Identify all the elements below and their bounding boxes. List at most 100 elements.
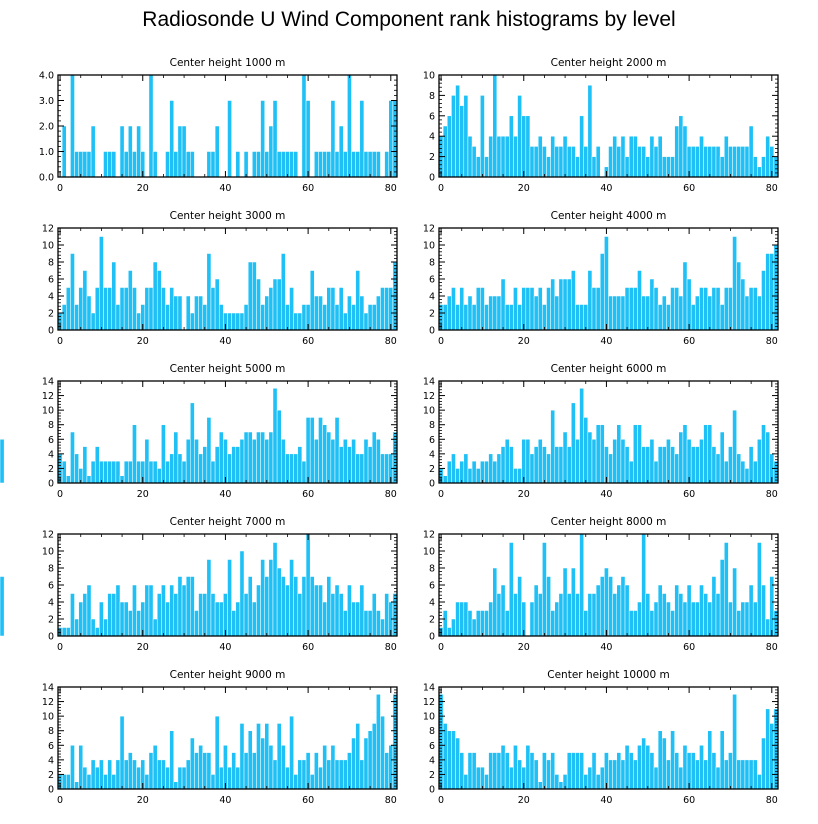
histogram-bar: [471, 304, 477, 331]
histogram-bar: [256, 431, 261, 484]
y-tick-label: 2: [429, 309, 435, 320]
y-tick-label: 10: [423, 712, 435, 723]
histogram-bar: [558, 593, 564, 637]
x-tick-label: 80: [385, 489, 397, 500]
histogram-bar: [74, 781, 79, 790]
histogram-bar: [297, 446, 303, 484]
y-tick-label: 8: [429, 564, 435, 575]
histogram-bar: [550, 610, 555, 637]
histogram-bar: [330, 593, 336, 637]
histogram-bar: [670, 610, 675, 637]
histogram-bar: [604, 236, 609, 331]
histogram-bar: [484, 460, 489, 484]
histogram-bar: [670, 730, 675, 790]
histogram-bar: [210, 460, 216, 484]
y-tick-label: 0.0: [39, 173, 54, 184]
histogram-bar: [74, 618, 79, 637]
histogram-bar: [769, 253, 775, 331]
y-tick-label: 2: [429, 152, 435, 163]
y-tick-label: 8: [429, 726, 435, 737]
histogram-bar: [645, 745, 651, 790]
histogram-bar: [529, 752, 535, 790]
histogram-bar: [447, 460, 452, 484]
x-tick-label: 80: [385, 336, 397, 347]
histogram-bar: [744, 146, 750, 178]
histogram-bar: [210, 287, 216, 331]
histogram-bar: [90, 125, 96, 178]
histogram-bar: [653, 601, 659, 637]
histogram-bar: [206, 752, 212, 790]
histogram-bar: [480, 766, 485, 790]
histogram-bar: [61, 627, 67, 637]
x-tick-label: 60: [302, 642, 314, 653]
histogram-bar: [657, 446, 663, 484]
histogram-bar: [612, 593, 618, 637]
histogram-bar: [264, 295, 270, 331]
histogram-bar: [599, 576, 605, 637]
histogram-bar: [376, 694, 381, 790]
histogram-bar: [305, 100, 311, 178]
y-tick-label: 12: [423, 530, 435, 541]
histogram-bar: [66, 774, 71, 790]
histogram-bar: [757, 295, 762, 331]
histogram-bar: [695, 146, 700, 178]
histogram-bar: [326, 287, 332, 331]
x-tick-label: 0: [57, 795, 63, 806]
histogram-bar: [202, 752, 208, 790]
histogram-bar: [128, 270, 133, 331]
histogram-bar: [736, 759, 742, 790]
histogram-bar: [546, 576, 551, 637]
histogram-bar: [595, 424, 601, 484]
histogram-bar: [86, 151, 92, 178]
histogram-bar: [513, 287, 518, 331]
histogram-bar: [488, 601, 493, 637]
histogram-bar: [492, 74, 498, 178]
histogram-bar: [74, 151, 79, 178]
histogram-bar: [252, 601, 257, 637]
histogram-bar: [537, 439, 543, 484]
histogram-bar: [326, 431, 332, 484]
histogram-bar: [492, 460, 498, 484]
histogram-bar: [326, 576, 332, 637]
histogram-bar: [305, 533, 311, 637]
histogram-bar: [90, 618, 96, 637]
y-tick-label: 4: [48, 755, 54, 766]
histogram-bar: [318, 295, 323, 331]
histogram-bar: [690, 146, 696, 178]
y-tick-label: 0: [429, 326, 435, 337]
histogram-bar: [542, 542, 547, 637]
histogram-bar: [666, 759, 671, 790]
histogram-bar: [252, 752, 257, 790]
histogram-bar: [562, 278, 568, 331]
histogram-bar: [670, 156, 675, 178]
histogram-bar: [653, 460, 659, 484]
histogram-bar: [144, 287, 150, 331]
histogram-bar: [463, 453, 469, 484]
histogram-bar: [703, 759, 708, 790]
histogram-bar: [148, 460, 154, 484]
histogram-bar: [185, 439, 191, 484]
y-tick-label: 8: [48, 726, 54, 737]
histogram-bar: [318, 766, 323, 790]
histogram-bar: [496, 295, 502, 331]
histogram-bar: [678, 431, 684, 484]
histogram-bar: [351, 737, 356, 790]
histogram-bar: [169, 100, 174, 178]
histogram-bar: [678, 115, 684, 178]
histogram-bar: [666, 601, 671, 637]
histogram-bar: [488, 752, 493, 790]
histogram-bar: [509, 542, 514, 637]
histogram-bar: [533, 295, 539, 331]
histogram-bar: [115, 584, 121, 637]
histogram-bar: [645, 446, 651, 484]
histogram-bar: [388, 745, 394, 790]
panel-title: Center height 5000 m: [170, 363, 286, 375]
histogram-bar: [235, 312, 241, 331]
histogram-bar: [363, 312, 369, 331]
histogram-bar: [235, 446, 241, 484]
histogram-bar: [442, 723, 448, 790]
histogram-bar: [628, 287, 634, 331]
histogram-bar: [711, 752, 717, 790]
histogram-panel-1: Center height 1000 m 0 20 40 60 80 0.0 1.0 2.0 3.…: [39, 57, 398, 194]
